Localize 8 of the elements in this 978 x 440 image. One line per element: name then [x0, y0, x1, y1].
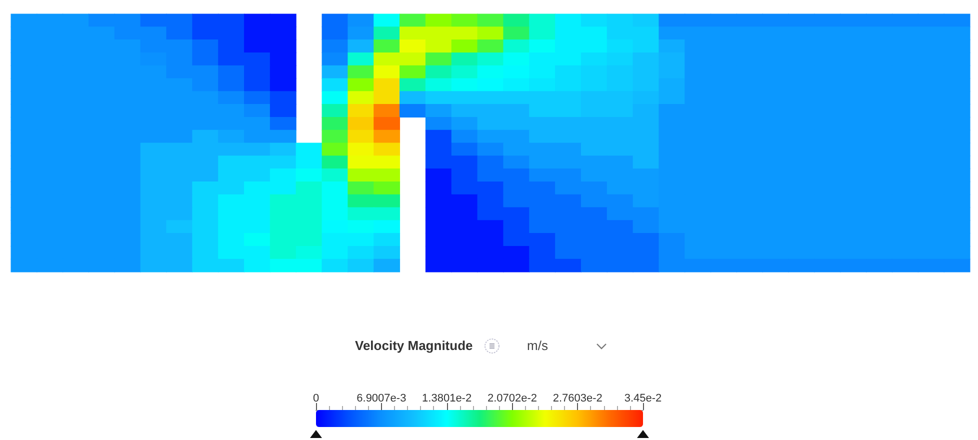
- text: m/s: [527, 338, 548, 353]
- color-bar-label: 1.3801e-2: [422, 392, 472, 404]
- color-bar-label: 2.7603e-2: [552, 392, 602, 404]
- color-bar-label: 2.0702e-2: [487, 392, 537, 404]
- color-bar-title: Velocity Magnitude: [355, 338, 473, 353]
- color-bar-label: 0: [312, 392, 320, 404]
- color-bar-label: 3.45e-2: [624, 392, 662, 404]
- color-bar-label: 6.9007e-3: [356, 392, 406, 404]
